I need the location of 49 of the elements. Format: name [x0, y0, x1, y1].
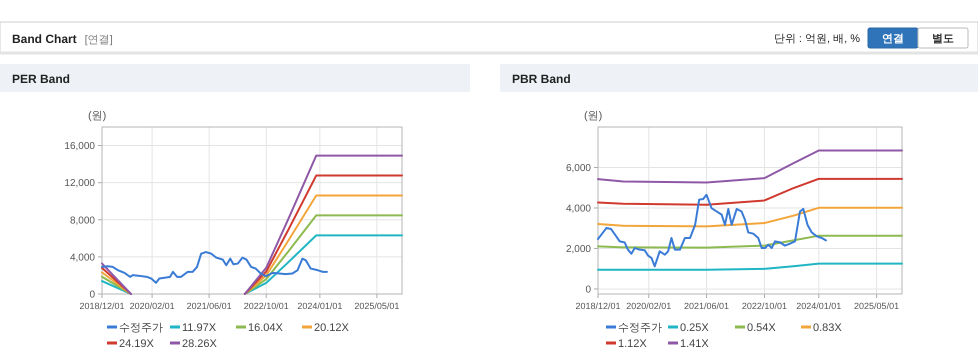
x-tick-label: 2024/01/01: [796, 301, 842, 311]
x-tick-label: 2020/02/01: [130, 301, 175, 311]
x-tick-label: 2021/06/01: [186, 301, 232, 311]
legend-label: 16.04X: [248, 322, 284, 334]
y-tick-label: 4,000: [70, 252, 96, 264]
line-series: [597, 149, 903, 184]
line-series: [597, 178, 903, 206]
legend-label: 0.25X: [680, 322, 710, 334]
x-tick-label: 2018/12/01: [575, 301, 621, 311]
legend-label: 0.54X: [747, 322, 776, 334]
x-tick-label: 2025/05/01: [854, 301, 900, 311]
y-tick-label: 8,000: [70, 215, 96, 226]
y-axis-title: (원): [584, 110, 602, 122]
legend-label: 24.19X: [119, 338, 155, 350]
legend-label: 수정주가: [119, 322, 163, 334]
legend-label: 0.83X: [813, 322, 842, 334]
y-tick-label: 12,000: [64, 178, 96, 190]
line-series: [597, 194, 827, 268]
chart-title: PBR Band: [512, 72, 571, 86]
y-tick-label: 0: [89, 290, 96, 300]
legend-label: 1.12X: [618, 338, 648, 350]
text: Band Chart: [12, 32, 77, 46]
legend-label: 11.97X: [182, 322, 217, 334]
y-tick-label: 4,000: [566, 203, 592, 214]
x-tick-label: 2025/05/01: [354, 301, 400, 311]
y-tick-label: 0: [585, 284, 592, 296]
x-tick-label: 2024/01/01: [297, 301, 342, 311]
text: 단위 : 억원, 배, %: [774, 33, 860, 45]
y-tick-label: 6,000: [566, 162, 592, 174]
x-tick-label: 2021/06/01: [684, 301, 730, 311]
x-tick-label: 2020/02/01: [626, 301, 672, 311]
legend-label: 20.12X: [314, 322, 350, 334]
line-series: [597, 206, 903, 228]
line-series: [597, 262, 903, 271]
x-tick-label: 2022/10/01: [742, 301, 787, 311]
line-series: [597, 234, 903, 249]
y-tick-label: 2,000: [566, 244, 592, 255]
y-tick-label: 16,000: [64, 141, 96, 152]
line-series: [101, 251, 328, 284]
legend-label: 28.26X: [182, 338, 218, 350]
text: 연결: [882, 33, 904, 45]
y-axis-title: (원): [88, 110, 106, 122]
legend-label: 1.41X: [680, 338, 710, 350]
x-tick-label: 2022/10/01: [244, 301, 289, 311]
x-tick-label: 2018/12/01: [79, 301, 125, 311]
text: 별도: [932, 33, 954, 45]
text: [연결]: [84, 34, 113, 46]
chart-title: PER Band: [12, 72, 70, 86]
legend-label: 수정주가: [618, 322, 662, 334]
